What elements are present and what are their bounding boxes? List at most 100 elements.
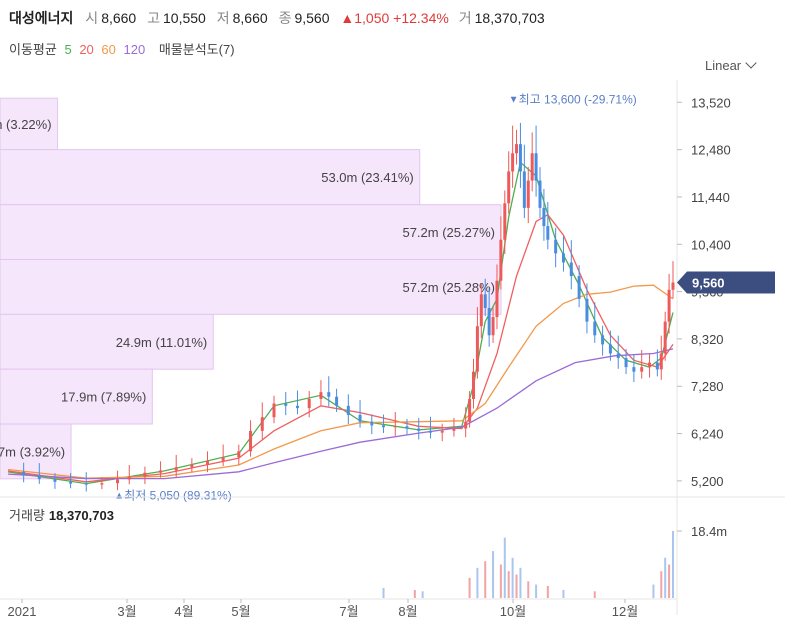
current-price-label: 9,560: [692, 275, 725, 290]
volume-bar: [668, 564, 671, 598]
candle-body: [667, 289, 671, 322]
candle-body: [663, 321, 667, 354]
volume-bar: [652, 584, 655, 598]
price-tick-label: 5,200: [691, 474, 724, 489]
candle-body: [37, 474, 41, 480]
candle-body: [640, 367, 644, 372]
candle-body: [632, 367, 636, 372]
candle-body: [260, 417, 264, 431]
candle-body: [327, 392, 331, 397]
open-label: 시: [85, 10, 99, 26]
scale-selector-label: Linear: [705, 58, 742, 73]
candle-body: [475, 326, 479, 372]
candle-body: [100, 483, 104, 485]
volume-profile-bar: [0, 97, 59, 151]
volume-tick-label: 18.4m: [691, 524, 727, 539]
ma-60-line: [7, 284, 674, 479]
volume-value: 18,370,703: [474, 10, 545, 26]
candle-body: [526, 180, 530, 208]
min-marker-label: 최저 5,050 (89.31%): [124, 489, 231, 503]
time-tick-label: 7월: [339, 604, 358, 619]
candle-body: [538, 180, 542, 208]
candle-body: [499, 239, 503, 281]
volume-profile-bar: [0, 313, 214, 370]
volume-profile-label: 3.87m (3.92%): [0, 444, 65, 459]
stock-name: 대성에너지: [9, 10, 74, 26]
time-tick-label: 8월: [398, 604, 417, 619]
time-tick-label: 5월: [231, 604, 250, 619]
scale-selector[interactable]: Linear: [705, 57, 757, 73]
price-tick-label: 6,240: [691, 427, 724, 442]
candle-body: [569, 262, 573, 277]
candle-body: [511, 153, 515, 172]
moving-average-legend[interactable]: 이동평균 5 20 60 120 매물분석도(7): [9, 39, 239, 58]
candle-body: [382, 425, 386, 428]
volume-bar: [484, 561, 487, 598]
volume-bar: [499, 564, 502, 598]
volume-bar: [507, 571, 510, 598]
volume-profile-bar: [0, 204, 502, 261]
volume-bar: [527, 581, 530, 598]
candle-body: [159, 470, 163, 473]
candle-body: [534, 153, 538, 181]
price-tick-label: 8,320: [691, 332, 724, 347]
candle-body: [648, 362, 652, 368]
candle-body: [206, 460, 209, 465]
volume-bar: [546, 585, 549, 598]
candle-body: [616, 353, 620, 359]
candle-body: [53, 479, 57, 482]
min-marker-icon: ▲: [114, 491, 124, 502]
candle-body: [503, 203, 507, 240]
high-label: 고: [147, 10, 161, 26]
ma-120-label: 120: [123, 42, 146, 57]
volume-bars: 18.4m: [382, 524, 727, 598]
candle-body: [624, 358, 628, 368]
volume-profile-bar: [0, 259, 502, 315]
candle-body: [518, 144, 522, 172]
price-axis: 13,52012,48011,44010,4009,3608,3207,2806…: [0, 80, 785, 615]
price-tick-label: 12,480: [691, 143, 731, 158]
candle-body: [143, 472, 147, 477]
candle-body: [405, 426, 409, 429]
price-tick-label: 13,520: [691, 95, 731, 110]
volume-panel-label: 거래량: [9, 508, 45, 523]
low-value: 8,660: [232, 10, 268, 26]
candle-body: [491, 317, 495, 336]
candle-body: [487, 307, 491, 336]
candle-body: [522, 171, 526, 208]
volume-bar: [672, 531, 674, 598]
volume-bar: [562, 589, 565, 598]
candle-body: [561, 253, 565, 263]
candle-body: [608, 344, 612, 354]
candle-body: [346, 405, 350, 415]
candlesticks: [22, 122, 675, 492]
candle-body: [464, 421, 468, 429]
price-tick-label: 10,400: [691, 237, 731, 252]
candle-body: [655, 362, 659, 370]
candle-body: [358, 414, 362, 422]
candle-body: [174, 467, 178, 471]
volume-bar: [515, 574, 518, 598]
candle-body: [440, 430, 444, 433]
candle-body: [393, 426, 397, 428]
candle-body: [249, 430, 253, 452]
volume-bar: [664, 557, 667, 598]
candle-body: [237, 451, 241, 458]
time-tick-label: 3월: [117, 604, 136, 619]
candle-body: [335, 396, 339, 406]
price-markers: ▼ 최고 13,600 (-29.71%) ▲ 최저 5,050 (89.31%): [114, 93, 637, 503]
candle-body: [22, 471, 26, 475]
quote-header: 대성에너지 시 8,660 고 10,550 저 8,660 종 9,560 ▲1,05…: [9, 8, 552, 28]
volume-profile-bar: [0, 368, 153, 425]
candle-body: [272, 403, 276, 418]
ma-60-label: 60: [101, 42, 116, 57]
candle-body: [69, 481, 73, 484]
candle-body: [190, 464, 194, 468]
candle-body: [452, 428, 456, 431]
volume-bar: [476, 567, 479, 598]
candle-body: [84, 483, 88, 485]
candle-body: [554, 239, 558, 254]
volume-bar: [492, 551, 495, 598]
max-marker-icon: ▼: [509, 95, 519, 106]
